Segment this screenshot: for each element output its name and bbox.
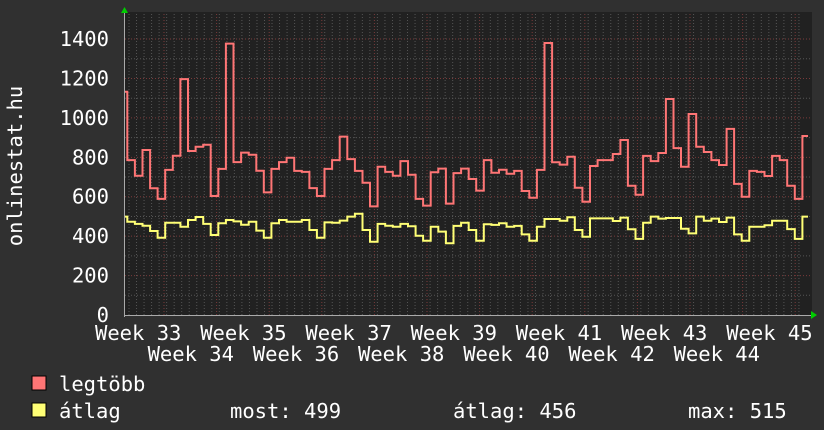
legend-label-atlag: átlag <box>59 399 121 423</box>
x-tick-label: Week 34 <box>148 342 234 366</box>
series-line-legtobb <box>125 42 808 208</box>
stat-max: max: 515 <box>688 399 787 423</box>
axes <box>121 7 817 319</box>
legend-label-legtobb: legtöbb <box>59 372 145 396</box>
y-axis-arrow-icon <box>121 7 128 13</box>
y-tick-labels: 0 200 400 600 800 1000 1200 1400 <box>60 27 109 327</box>
y-tick-label: 800 <box>72 145 109 169</box>
x-tick-label: Week 43 <box>621 321 707 345</box>
y-tick-label: 1200 <box>60 66 109 90</box>
series-line-atlag <box>125 212 808 245</box>
x-tick-label: Week 41 <box>516 321 602 345</box>
y-tick-label: 1000 <box>60 106 109 130</box>
x-tick-label: Week 40 <box>463 342 549 366</box>
stat-most: most: 499 <box>230 399 341 423</box>
x-tick-label: Week 42 <box>568 342 654 366</box>
x-tick-label: Week 35 <box>200 321 286 345</box>
legend: legtöbb átlag most: 499 átlag: 456 max: … <box>31 372 787 423</box>
x-tick-label: Week 45 <box>726 321 812 345</box>
x-axis-arrow-icon <box>811 311 817 319</box>
stat-atlag: átlag: 456 <box>453 399 576 423</box>
x-tick-label: Week 36 <box>253 342 339 366</box>
x-tick-label: Week 39 <box>411 321 497 345</box>
x-tick-label: Week 44 <box>674 342 760 366</box>
legend-swatch-atlag <box>31 402 47 418</box>
x-tick-label: Week 38 <box>358 342 444 366</box>
y-tick-label: 1400 <box>60 27 109 51</box>
y-tick-label: 600 <box>72 185 109 209</box>
y-axis-label: onlinestat.hu <box>3 86 27 246</box>
x-tick-label: Week 37 <box>305 321 391 345</box>
y-tick-label: 400 <box>72 224 109 248</box>
x-tick-label: Week 33 <box>95 321 181 345</box>
y-tick-label: 0 <box>97 303 109 327</box>
series-lines <box>125 42 808 245</box>
y-tick-label: 200 <box>72 264 109 288</box>
legend-swatch-legtobb <box>31 375 47 391</box>
